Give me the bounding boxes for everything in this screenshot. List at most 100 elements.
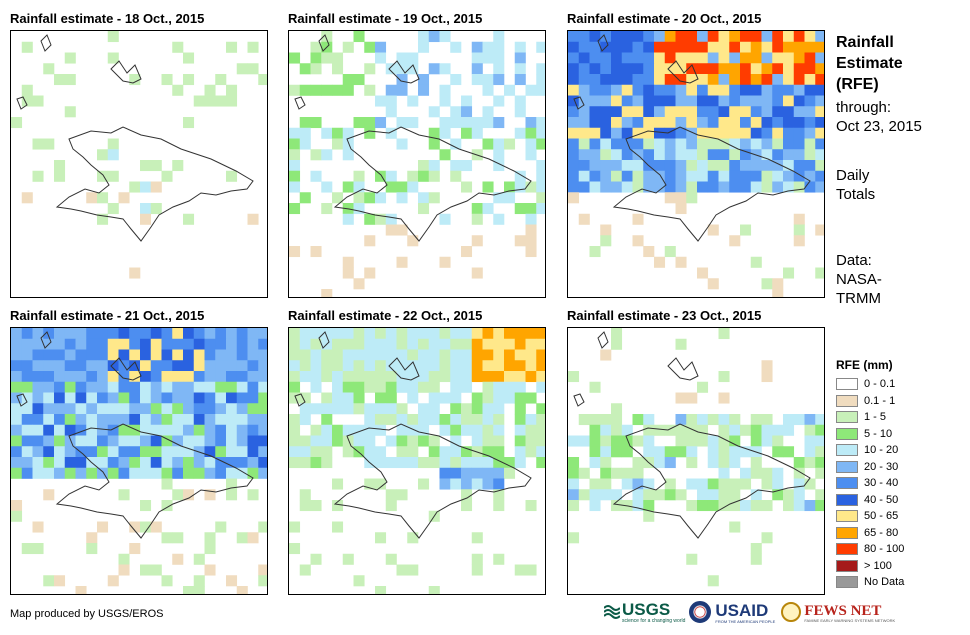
rainfall-cell (697, 127, 709, 139)
rainfall-cell (258, 446, 267, 458)
rainfall-cell (664, 117, 676, 129)
rainfall-cell (729, 138, 741, 150)
rainfall-cell (686, 457, 698, 469)
rainfall-cell (321, 392, 333, 404)
rainfall-cell (643, 84, 655, 96)
rainfall-cell (525, 203, 537, 215)
rainfall-cell (43, 424, 55, 436)
legend-label: 10 - 20 (864, 444, 899, 456)
rainfall-cell (161, 414, 173, 426)
rainfall-cell (86, 349, 98, 361)
rainfall-cell (11, 117, 23, 129)
rainfall-cell (236, 403, 248, 415)
rainfall-cell (504, 349, 516, 361)
rainfall-cell (568, 489, 580, 501)
rainfall-cell (439, 31, 451, 43)
rainfall-cell (600, 435, 612, 447)
rainfall-cell (589, 41, 601, 53)
rainfall-cell (75, 414, 87, 426)
rainfall-cell (461, 181, 473, 193)
rainfall-cell (718, 467, 730, 479)
rainfall-cell (97, 360, 109, 372)
rainfall-cell (654, 424, 666, 436)
rainfall-cell (150, 328, 162, 340)
rainfall-cell (568, 170, 580, 182)
rainfall-cell (258, 424, 267, 436)
rainfall-cell (226, 381, 238, 393)
rainfall-cell (761, 160, 773, 172)
rainfall-cell (675, 31, 687, 43)
rainfall-grid (289, 31, 545, 297)
rainfall-cell (675, 95, 687, 107)
rainfall-cell (525, 500, 537, 512)
rainfall-cell (750, 41, 762, 53)
rainfall-cell (482, 203, 494, 215)
rainfall-cell (299, 127, 311, 139)
rainfall-cell (97, 424, 109, 436)
rainfall-cell (342, 435, 354, 447)
rainfall-cell (428, 381, 440, 393)
rainfall-cell (578, 117, 590, 129)
rainfall-cell (525, 564, 537, 576)
rainfall-cell (183, 489, 195, 501)
rainfall-cell (536, 138, 545, 150)
rainfall-cell (64, 328, 76, 340)
rainfall-cell (471, 203, 483, 215)
rainfall-cell (718, 424, 730, 436)
coastline (110, 60, 142, 84)
rainfall-cell (578, 170, 590, 182)
rainfall-cell (396, 192, 408, 204)
rainfall-cell (299, 414, 311, 426)
rainfall-cell (536, 435, 545, 447)
rainfall-cell (140, 435, 152, 447)
rainfall-cell (75, 435, 87, 447)
rainfall-cell (493, 138, 505, 150)
rainfall-cell (172, 381, 184, 393)
rainfall-cell (729, 521, 741, 533)
rainfall-cell (664, 478, 676, 490)
rainfall-cell (32, 95, 44, 107)
rainfall-cell (150, 360, 162, 372)
rainfall-cell (568, 435, 580, 447)
coastline (40, 34, 52, 52)
rainfall-cell (482, 84, 494, 96)
rainfall-cell (107, 392, 119, 404)
rainfall-cell (289, 338, 301, 350)
rainfall-cell (504, 138, 516, 150)
rainfall-cell (107, 360, 119, 372)
rainfall-cell (385, 371, 397, 383)
rainfall-cell (375, 170, 387, 182)
rainfall-cell (772, 149, 784, 161)
rainfall-cell (493, 392, 505, 404)
rainfall-cell (342, 360, 354, 372)
rainfall-cell (353, 371, 365, 383)
rainfall-cell (686, 74, 698, 86)
rainfall-cell (504, 338, 516, 350)
rainfall-cell (750, 467, 762, 479)
panel-title-19-oct: Rainfall estimate - 19 Oct., 2015 (288, 11, 483, 26)
info-title: Rainfall Estimate (RFE) (836, 32, 903, 95)
rainfall-cell (21, 328, 33, 340)
rainfall-cell (589, 414, 601, 426)
rainfall-cell (226, 446, 238, 458)
panel-title-22-oct: Rainfall estimate - 22 Oct., 2015 (288, 308, 483, 323)
rainfall-cell (75, 392, 87, 404)
rainfall-cell (75, 371, 87, 383)
rainfall-cell (107, 170, 119, 182)
rainfall-cell (729, 435, 741, 447)
rainfall-cell (364, 127, 376, 139)
rainfall-cell (342, 381, 354, 393)
rainfall-cell (632, 213, 644, 225)
rainfall-cell (375, 586, 387, 594)
rainfall-cell (514, 446, 526, 458)
rainfall-cell (118, 371, 130, 383)
rainfall-cell (129, 74, 141, 86)
rainfall-cell (310, 457, 322, 469)
rainfall-cell (375, 41, 387, 53)
rainfall-cell (493, 414, 505, 426)
rainfall-cell (632, 41, 644, 53)
rainfall-cell (332, 478, 344, 490)
rainfall-cell (64, 403, 76, 415)
rainfall-cell (385, 95, 397, 107)
rainfall-cell (740, 74, 752, 86)
